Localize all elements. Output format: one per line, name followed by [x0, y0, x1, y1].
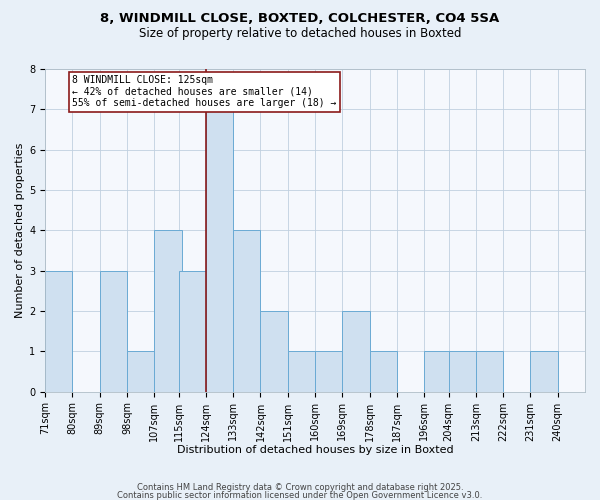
Y-axis label: Number of detached properties: Number of detached properties: [15, 142, 25, 318]
Text: 8 WINDMILL CLOSE: 125sqm
← 42% of detached houses are smaller (14)
55% of semi-d: 8 WINDMILL CLOSE: 125sqm ← 42% of detach…: [73, 75, 337, 108]
Bar: [476, 352, 503, 392]
Bar: [45, 270, 73, 392]
Text: 8, WINDMILL CLOSE, BOXTED, COLCHESTER, CO4 5SA: 8, WINDMILL CLOSE, BOXTED, COLCHESTER, C…: [100, 12, 500, 26]
Bar: [206, 110, 233, 392]
Bar: [179, 270, 206, 392]
Bar: [530, 352, 558, 392]
Bar: [370, 352, 397, 392]
Bar: [343, 311, 370, 392]
X-axis label: Distribution of detached houses by size in Boxted: Distribution of detached houses by size …: [177, 445, 454, 455]
Bar: [315, 352, 343, 392]
Text: Size of property relative to detached houses in Boxted: Size of property relative to detached ho…: [139, 28, 461, 40]
Bar: [424, 352, 452, 392]
Bar: [288, 352, 315, 392]
Bar: [233, 230, 260, 392]
Bar: [154, 230, 182, 392]
Bar: [127, 352, 154, 392]
Bar: [100, 270, 127, 392]
Bar: [260, 311, 288, 392]
Text: Contains public sector information licensed under the Open Government Licence v3: Contains public sector information licen…: [118, 491, 482, 500]
Bar: [449, 352, 476, 392]
Text: Contains HM Land Registry data © Crown copyright and database right 2025.: Contains HM Land Registry data © Crown c…: [137, 482, 463, 492]
